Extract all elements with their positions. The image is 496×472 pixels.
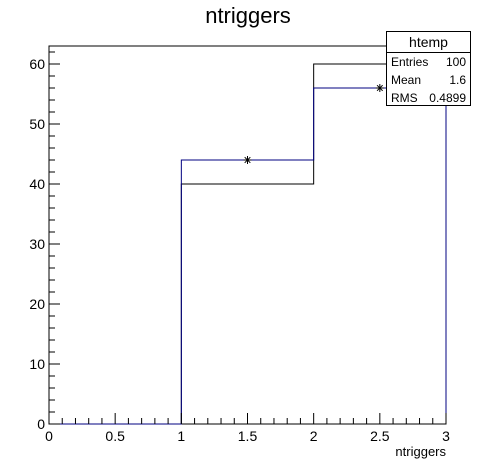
stats-value-mean: 1.6: [449, 73, 466, 87]
data-marker-0: [243, 156, 252, 164]
stats-row-mean: Mean 1.6: [387, 71, 470, 89]
y-tick-label: 20: [29, 296, 45, 312]
stats-value-rms: 0.4899: [429, 91, 466, 105]
y-tick-label: 10: [29, 356, 45, 372]
y-tick-label: 50: [29, 116, 45, 132]
x-tick-label: 3: [442, 428, 450, 444]
stats-row-entries: Entries 100: [387, 53, 470, 71]
histogram-series-0: [49, 63, 447, 425]
chart-title: ntriggers: [205, 3, 291, 28]
x-tick-label: 1: [177, 428, 185, 444]
stats-label-rms: RMS: [391, 91, 418, 105]
x-tick-label: 2: [310, 428, 318, 444]
x-axis-title: ntriggers: [395, 444, 446, 459]
stats-row-rms: RMS 0.4899: [387, 89, 470, 107]
data-marker-1: [375, 84, 384, 92]
stats-label-mean: Mean: [391, 73, 422, 87]
x-tick-label: 0.5: [105, 428, 125, 444]
histogram-series-1: [49, 87, 447, 425]
y-tick-label: 40: [29, 176, 45, 192]
y-tick-label: 60: [29, 56, 45, 72]
x-tick-label: 0: [45, 428, 53, 444]
x-tick-label: 2.5: [370, 428, 390, 444]
y-tick-label: 0: [37, 416, 45, 432]
stats-label-entries: Entries: [391, 55, 429, 69]
stats-value-entries: 100: [445, 55, 466, 69]
x-tick-label: 1.5: [238, 428, 258, 444]
stats-box: htemp Entries 100 Mean 1.6 RMS 0.4899: [386, 31, 471, 106]
y-tick-label: 30: [29, 236, 45, 252]
stats-box-title: htemp: [387, 32, 470, 53]
